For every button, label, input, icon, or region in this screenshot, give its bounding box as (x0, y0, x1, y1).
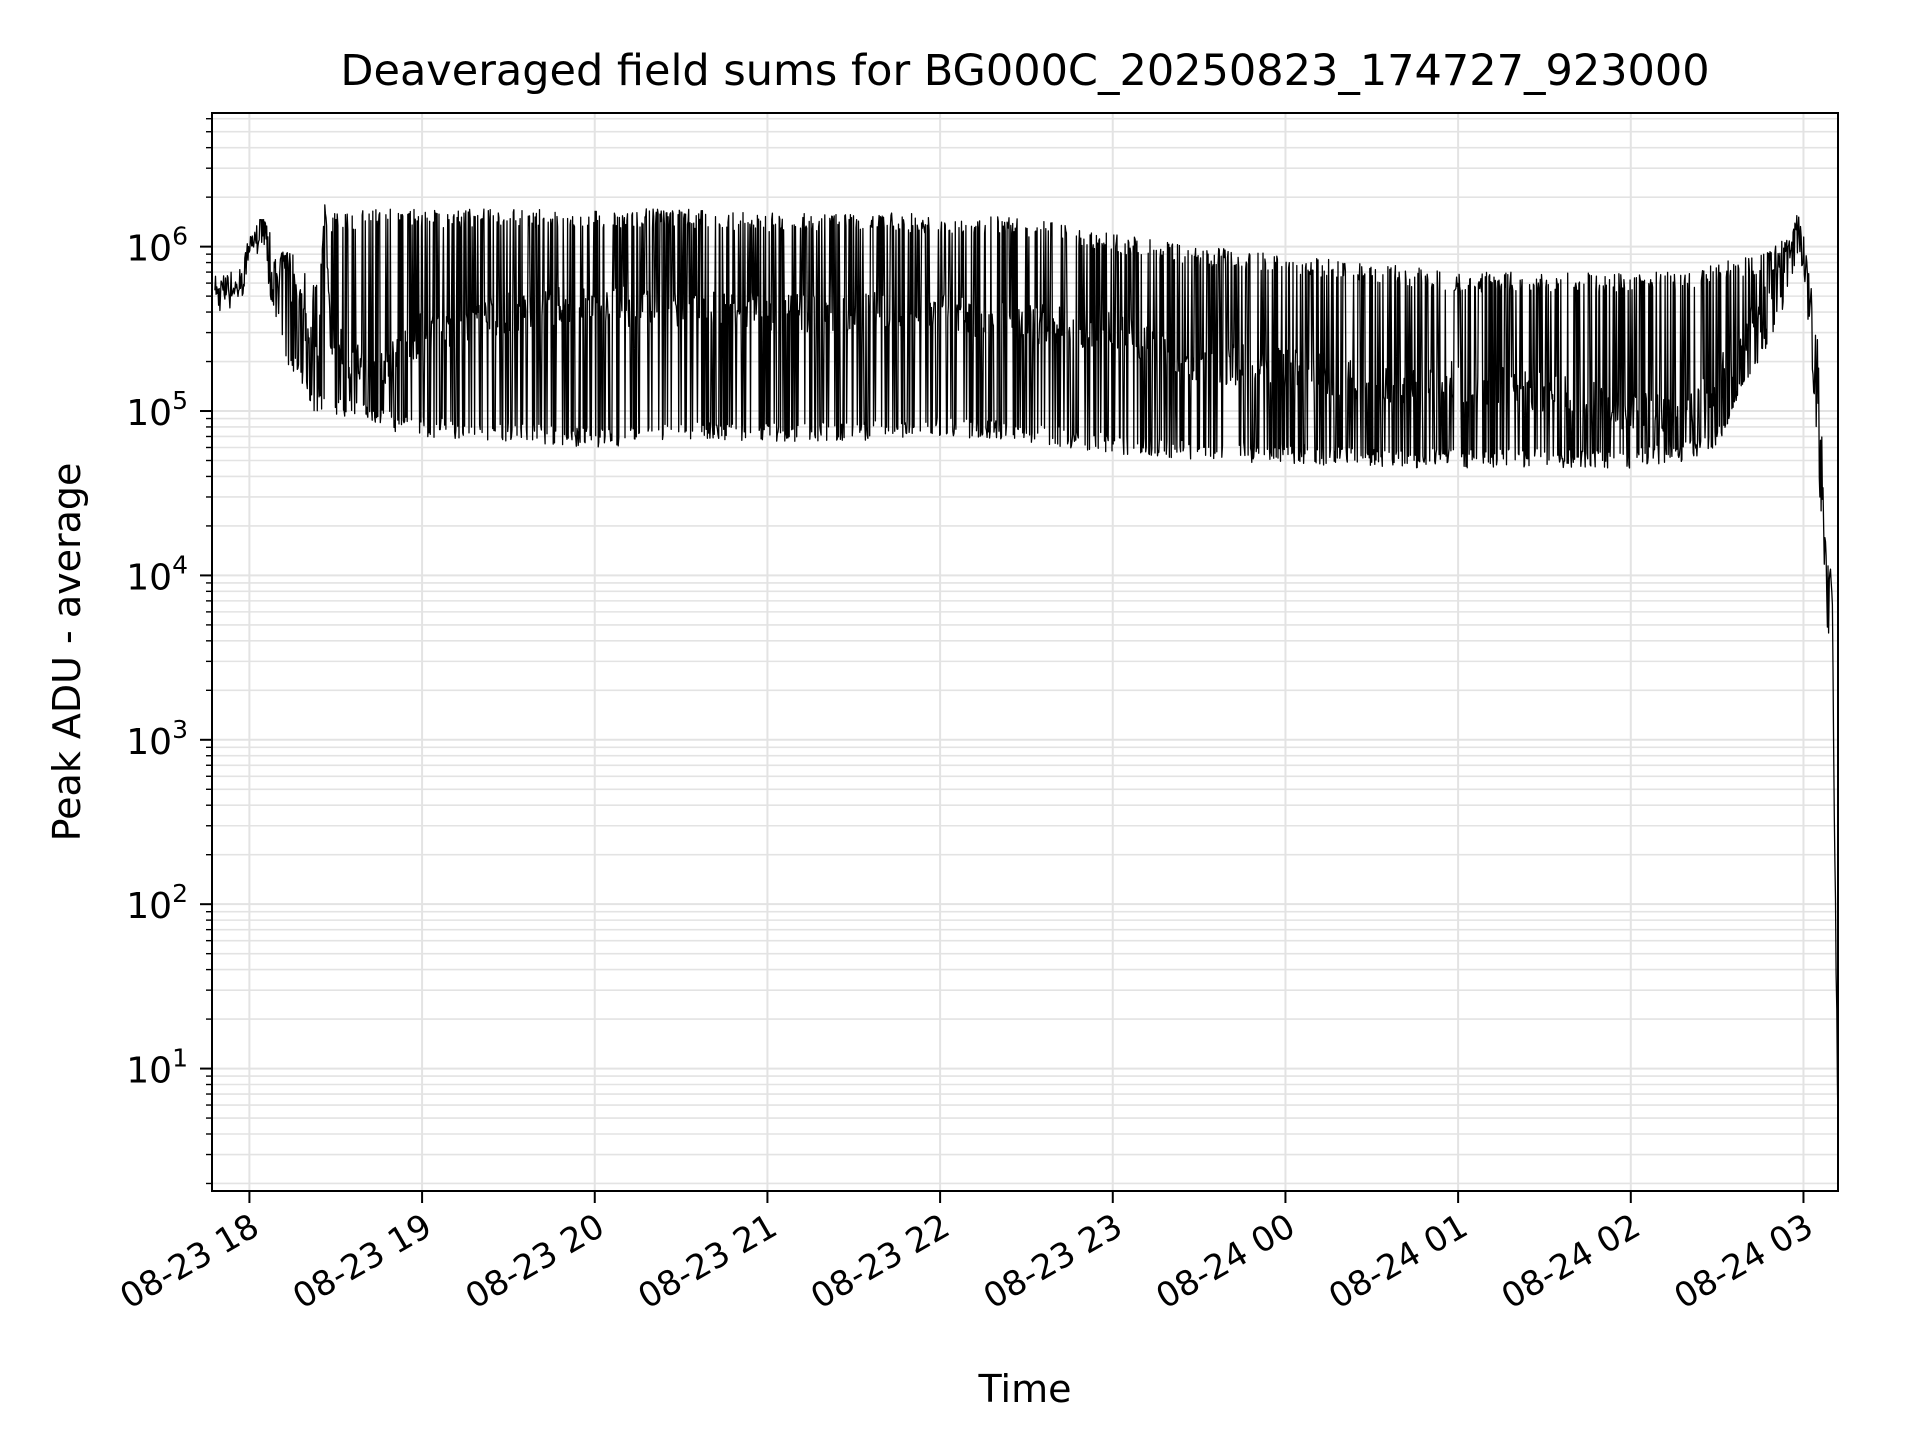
y-tick-exponent: 1 (172, 1044, 188, 1073)
y-tick-exponent: 2 (172, 879, 188, 908)
y-tick-exponent: 6 (172, 222, 188, 251)
x-axis-label: Time (978, 1367, 1072, 1411)
series-line (214, 204, 1839, 1132)
y-tick-exponent: 5 (172, 386, 188, 415)
y-tick-exponent: 4 (172, 550, 188, 579)
chart-title: Deaveraged field sums for BG000C_2025082… (340, 46, 1709, 96)
y-tick-exponent: 3 (172, 715, 188, 744)
series-line-path (214, 204, 1839, 1132)
plot-frame (211, 112, 1839, 1192)
y-axis-label: Peak ADU - average (45, 463, 89, 842)
